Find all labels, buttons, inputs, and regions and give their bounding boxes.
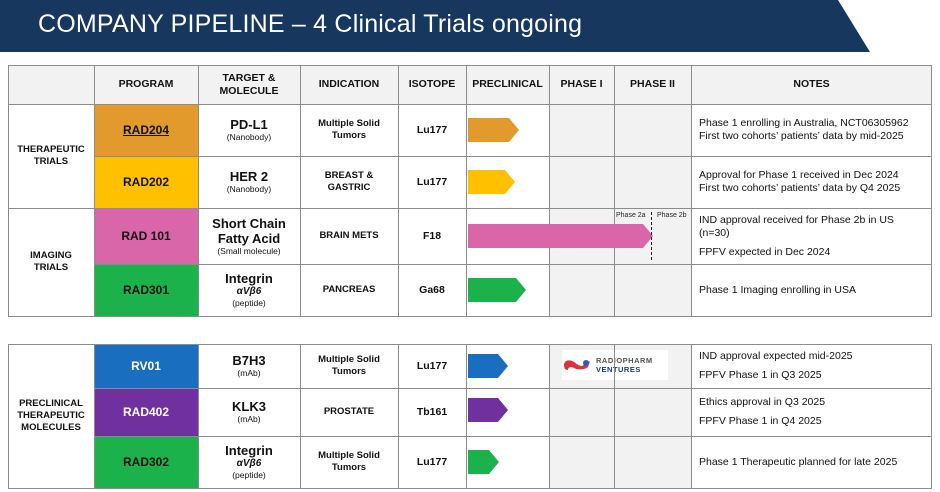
group-imaging-trials: IMAGING TRIALS <box>30 250 72 273</box>
target-cell: KLK3 (mAb) <box>232 399 266 424</box>
isotope-cell: Lu177 <box>416 176 448 188</box>
program-rad101: RAD 101 <box>94 208 198 264</box>
phase2b-label: Phase 2b <box>657 212 687 219</box>
notes-cell: Ethics approval in Q3 2025 FPFV Phase 1 i… <box>699 396 826 427</box>
isotope-cell: Tb161 <box>416 406 448 418</box>
notes-cell: IND approval received for Phase 2b in US… <box>699 213 894 258</box>
title-banner <box>0 0 870 52</box>
grid-line <box>614 65 615 316</box>
progress-arrow <box>468 450 499 474</box>
header-indication: INDICATION <box>300 65 398 104</box>
grid-line <box>94 264 932 265</box>
grid-line <box>8 65 9 316</box>
header-target: TARGET & MOLECULE <box>198 65 300 104</box>
phase2a-label: Phase 2a <box>616 212 646 219</box>
indication-cell: BREAST & GASTRIC <box>324 170 374 193</box>
indication-cell: PANCREAS <box>322 284 376 295</box>
header-notes: NOTES <box>691 65 932 104</box>
radiopharm-ventures-logo: RADIOPHARM VENTURES <box>562 350 668 380</box>
grid-line <box>466 344 467 488</box>
grid-line <box>8 344 932 345</box>
grid-line <box>691 65 692 316</box>
grid-line <box>8 316 932 317</box>
grid-line <box>549 65 550 316</box>
isotope-cell: F18 <box>422 230 442 242</box>
progress-arrow <box>468 354 508 378</box>
logo-text: RADIOPHARM VENTURES <box>596 356 653 374</box>
progress-arrow <box>468 278 526 302</box>
phase2-divider <box>651 212 652 260</box>
isotope-cell: Lu177 <box>416 124 448 136</box>
indication-cell: Multiple Solid Tumors <box>318 450 380 473</box>
target-cell: HER 2 (Nanobody) <box>226 169 272 194</box>
isotope-cell: Lu177 <box>416 360 448 372</box>
grid-line <box>691 344 692 488</box>
program-rad301: RAD301 <box>94 264 198 316</box>
grid-line <box>94 344 95 488</box>
progress-arrow <box>468 398 508 422</box>
phase-bg <box>549 104 691 316</box>
notes-cell: Phase 1 enrolling in Australia, NCT06305… <box>699 117 909 142</box>
grid-line <box>931 344 932 488</box>
header-corner <box>8 65 94 104</box>
header-preclinical: PRECLINICAL <box>466 65 549 104</box>
grid-line <box>466 65 467 316</box>
grid-line <box>300 344 301 488</box>
program-rv01: RV01 <box>94 344 198 388</box>
notes-cell: IND approval expected mid-2025 FPFV Phase… <box>699 350 853 381</box>
target-cell: Integrin αVβ6 (peptide) <box>225 271 273 308</box>
target-cell: Integrin αVβ6 (peptide) <box>225 443 273 480</box>
isotope-cell: Lu177 <box>416 456 448 468</box>
program-rad202: RAD202 <box>94 156 198 208</box>
target-cell: Short Chain Fatty Acid (Small molecule) <box>212 215 286 256</box>
notes-cell: Approval for Phase 1 received in Dec 202… <box>699 169 901 194</box>
header-phase1: PHASE I <box>549 65 614 104</box>
grid-line <box>8 208 932 209</box>
grid-line <box>198 65 199 316</box>
grid-line <box>549 344 550 488</box>
group-therapeutic-trials: THERAPEUTIC TRIALS <box>17 144 85 167</box>
notes-cell: Phase 1 Imaging enrolling in USA <box>699 283 857 296</box>
grid-line <box>198 344 199 488</box>
grid-line <box>8 65 932 66</box>
page-title: COMPANY PIPELINE – 4 Clinical Trials ong… <box>38 10 583 38</box>
grid-line <box>398 65 399 316</box>
indication-cell: Multiple Solid Tumors <box>318 118 380 141</box>
grid-line <box>931 65 932 316</box>
grid-line <box>94 388 932 389</box>
program-rad402: RAD402 <box>94 388 198 436</box>
isotope-cell: Ga68 <box>419 284 445 296</box>
grid-line <box>94 436 932 437</box>
indication-cell: BRAIN METS <box>319 230 379 241</box>
grid-line <box>94 156 932 157</box>
grid-line <box>8 344 9 488</box>
grid-line <box>8 488 932 489</box>
indication-cell: Multiple Solid Tumors <box>318 354 380 377</box>
program-rad204: RAD204 <box>94 104 198 156</box>
target-cell: B7H3 (mAb) <box>232 353 266 378</box>
grid-line <box>614 344 615 488</box>
notes-cell: Phase 1 Therapeutic planned for late 202… <box>699 455 898 468</box>
logo-mark-icon <box>564 360 590 370</box>
program-rad302: RAD302 <box>94 436 198 488</box>
grid-line <box>94 65 95 316</box>
group-preclinical-molecules: PRECLINICAL THERAPEUTIC MOLECULES <box>17 398 85 433</box>
grid-line <box>398 344 399 488</box>
grid-line <box>300 65 301 316</box>
target-cell: PD-L1 (Nanobody) <box>226 117 272 142</box>
progress-arrow <box>468 118 519 142</box>
header-phase2: PHASE II <box>614 65 691 104</box>
progress-arrow <box>468 170 515 194</box>
progress-arrow <box>468 224 653 248</box>
header-program: PROGRAM <box>94 65 198 104</box>
header-isotope: ISOTOPE <box>398 65 466 104</box>
grid-line <box>8 104 932 105</box>
indication-cell: PROSTATE <box>323 406 375 417</box>
